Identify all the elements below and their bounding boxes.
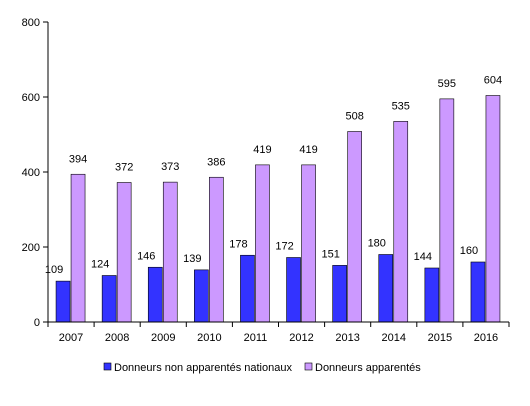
x-tick-label: 2008 xyxy=(105,332,129,344)
y-tick-label: 200 xyxy=(22,242,40,254)
legend-label-series-1: Donneurs non apparentés nationaux xyxy=(114,362,292,374)
data-label-series-1: 109 xyxy=(45,264,63,276)
x-tick-label: 2012 xyxy=(289,332,313,344)
x-axis-tick-labels: 2007 2008 2009 2010 2011 2012 2013 2014 2015 2016 xyxy=(47,322,510,344)
bar-series-1 xyxy=(240,254,255,323)
y-tick-label: 400 xyxy=(22,167,40,179)
bar-series-2 xyxy=(255,164,270,323)
data-label-series-2: 604 xyxy=(484,75,502,87)
data-label-series-2: 419 xyxy=(253,144,271,156)
x-tick-label: 2010 xyxy=(197,332,221,344)
bar-series-1 xyxy=(470,261,486,323)
x-tick-label: 2015 xyxy=(428,332,452,344)
y-tick-label: 800 xyxy=(22,17,40,29)
bars-group xyxy=(55,95,501,323)
bar-series-2 xyxy=(439,98,455,323)
data-label-series-2: 372 xyxy=(115,162,133,174)
bar-series-1 xyxy=(378,254,394,323)
bar-series-1 xyxy=(55,280,71,323)
value-labels-group: 109 394 124 372 146 373 139 386 178 419 172 419 151 5… xyxy=(45,75,502,277)
data-label-series-2: 386 xyxy=(207,156,225,168)
data-label-series-1: 151 xyxy=(321,248,339,260)
bar-series-2 xyxy=(301,164,316,323)
bar-series-2 xyxy=(70,173,86,323)
bar-series-1 xyxy=(147,266,163,323)
x-tick-label: 2013 xyxy=(335,332,359,344)
bar-series-2 xyxy=(347,131,362,323)
x-tick-label: 2009 xyxy=(151,332,175,344)
data-label-series-1: 139 xyxy=(183,253,201,265)
x-tick-label: 2011 xyxy=(244,332,268,344)
bar-series-1 xyxy=(332,265,347,323)
bar-series-2 xyxy=(485,95,501,323)
bar-series-2 xyxy=(162,181,178,323)
bar-series-2 xyxy=(393,121,409,323)
data-label-series-1: 172 xyxy=(275,241,293,253)
legend-label-series-2: Donneurs apparentés xyxy=(315,362,421,374)
data-label-series-1: 146 xyxy=(137,250,155,262)
legend-swatch-series-1 xyxy=(103,362,112,371)
x-tick-label: 2014 xyxy=(382,332,406,344)
data-label-series-1: 160 xyxy=(460,245,478,257)
data-label-series-1: 180 xyxy=(368,238,386,250)
bar-series-1 xyxy=(101,275,117,323)
bar-series-1 xyxy=(194,269,209,323)
data-label-series-1: 144 xyxy=(414,251,432,263)
data-label-series-2: 535 xyxy=(392,100,410,112)
data-label-series-2: 508 xyxy=(345,111,363,123)
x-tick-label: 2016 xyxy=(474,332,498,344)
bar-series-1 xyxy=(286,257,301,323)
data-label-series-1: 124 xyxy=(91,259,109,271)
bar-series-1 xyxy=(424,267,440,323)
legend-swatch-series-2 xyxy=(304,362,313,371)
bar-series-2 xyxy=(116,182,132,323)
bar-series-2 xyxy=(209,176,224,323)
x-tick-label: 2007 xyxy=(59,332,83,344)
y-tick-label: 600 xyxy=(22,92,40,104)
data-label-series-1: 178 xyxy=(229,238,247,250)
y-axis-ticks: 0 200 400 600 800 xyxy=(22,17,48,329)
data-label-series-2: 595 xyxy=(438,78,456,90)
data-label-series-2: 419 xyxy=(299,144,317,156)
legend: Donneurs non apparentés nationaux Donneur… xyxy=(103,362,421,374)
y-tick-label: 0 xyxy=(34,317,40,329)
data-label-series-2: 394 xyxy=(69,153,87,165)
data-label-series-2: 373 xyxy=(161,161,179,173)
